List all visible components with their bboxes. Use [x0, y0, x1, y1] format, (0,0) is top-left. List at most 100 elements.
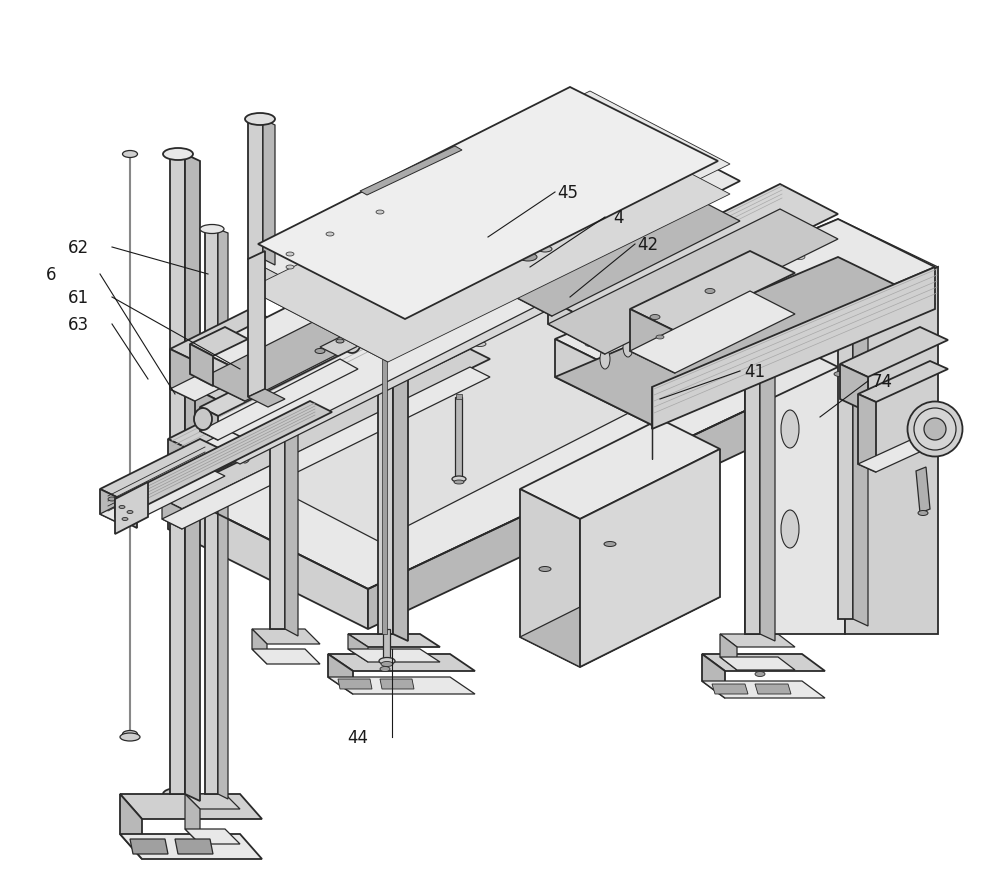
- Ellipse shape: [394, 379, 406, 384]
- Polygon shape: [555, 340, 652, 426]
- Polygon shape: [630, 309, 675, 374]
- Polygon shape: [745, 220, 938, 306]
- Ellipse shape: [705, 289, 715, 295]
- Ellipse shape: [605, 306, 615, 323]
- Polygon shape: [162, 500, 182, 529]
- Ellipse shape: [115, 506, 121, 509]
- Ellipse shape: [379, 658, 395, 665]
- Polygon shape: [190, 345, 213, 387]
- Ellipse shape: [336, 340, 344, 343]
- Polygon shape: [720, 657, 795, 670]
- Polygon shape: [858, 362, 948, 402]
- Polygon shape: [248, 122, 730, 362]
- Ellipse shape: [914, 408, 956, 450]
- Ellipse shape: [454, 481, 464, 484]
- Polygon shape: [270, 388, 285, 629]
- Polygon shape: [200, 352, 245, 401]
- Ellipse shape: [123, 151, 138, 158]
- Polygon shape: [652, 268, 935, 429]
- Polygon shape: [120, 834, 262, 859]
- Ellipse shape: [245, 114, 275, 126]
- Polygon shape: [500, 155, 740, 276]
- Polygon shape: [200, 338, 358, 416]
- Polygon shape: [702, 654, 725, 698]
- Ellipse shape: [163, 149, 193, 161]
- Polygon shape: [338, 680, 372, 689]
- Polygon shape: [100, 464, 225, 527]
- Polygon shape: [190, 289, 555, 473]
- Ellipse shape: [194, 408, 212, 430]
- Polygon shape: [162, 368, 490, 529]
- Ellipse shape: [286, 253, 294, 256]
- Polygon shape: [220, 295, 560, 464]
- Polygon shape: [185, 829, 240, 844]
- Polygon shape: [858, 395, 876, 473]
- Polygon shape: [745, 258, 760, 634]
- Text: 41: 41: [744, 362, 766, 381]
- Ellipse shape: [314, 415, 326, 420]
- Polygon shape: [263, 120, 275, 266]
- Polygon shape: [258, 88, 718, 320]
- Ellipse shape: [755, 272, 765, 277]
- Ellipse shape: [239, 441, 251, 463]
- Polygon shape: [168, 269, 838, 589]
- Polygon shape: [170, 349, 195, 401]
- Polygon shape: [328, 654, 475, 671]
- Text: 6: 6: [46, 266, 56, 283]
- Polygon shape: [720, 634, 795, 647]
- Polygon shape: [858, 432, 948, 473]
- Polygon shape: [185, 794, 240, 809]
- Polygon shape: [168, 278, 525, 456]
- Polygon shape: [555, 220, 935, 388]
- Polygon shape: [328, 677, 475, 694]
- Polygon shape: [845, 268, 938, 634]
- Polygon shape: [168, 300, 525, 479]
- Polygon shape: [383, 629, 390, 660]
- Ellipse shape: [127, 511, 133, 514]
- Polygon shape: [220, 228, 540, 389]
- Polygon shape: [712, 684, 748, 694]
- Ellipse shape: [122, 518, 128, 521]
- Ellipse shape: [108, 497, 116, 501]
- Polygon shape: [555, 258, 935, 426]
- Polygon shape: [720, 634, 737, 670]
- Polygon shape: [248, 92, 730, 333]
- Polygon shape: [115, 500, 137, 528]
- Ellipse shape: [695, 295, 705, 300]
- Polygon shape: [100, 440, 225, 501]
- Polygon shape: [393, 355, 408, 641]
- Polygon shape: [195, 232, 620, 447]
- Text: 63: 63: [67, 315, 89, 334]
- Polygon shape: [755, 684, 791, 694]
- Polygon shape: [580, 449, 720, 667]
- Polygon shape: [185, 155, 200, 801]
- Polygon shape: [840, 328, 948, 377]
- Ellipse shape: [539, 567, 551, 572]
- Polygon shape: [120, 794, 262, 819]
- Ellipse shape: [123, 731, 138, 738]
- Polygon shape: [760, 258, 775, 641]
- Ellipse shape: [343, 332, 361, 354]
- Ellipse shape: [452, 476, 466, 482]
- Polygon shape: [162, 349, 490, 509]
- Polygon shape: [548, 209, 838, 355]
- Ellipse shape: [604, 542, 616, 547]
- Polygon shape: [120, 794, 142, 859]
- Polygon shape: [170, 349, 275, 401]
- Ellipse shape: [376, 211, 384, 215]
- Ellipse shape: [635, 293, 645, 310]
- Polygon shape: [328, 654, 353, 694]
- Polygon shape: [130, 839, 168, 854]
- Polygon shape: [168, 440, 203, 479]
- Ellipse shape: [781, 510, 799, 548]
- Ellipse shape: [200, 225, 224, 235]
- Polygon shape: [200, 408, 218, 441]
- Ellipse shape: [204, 461, 216, 482]
- Ellipse shape: [623, 338, 633, 357]
- Polygon shape: [520, 489, 580, 667]
- Ellipse shape: [315, 349, 325, 354]
- Ellipse shape: [519, 254, 537, 262]
- Polygon shape: [378, 355, 393, 634]
- Ellipse shape: [795, 255, 805, 260]
- Ellipse shape: [924, 419, 946, 441]
